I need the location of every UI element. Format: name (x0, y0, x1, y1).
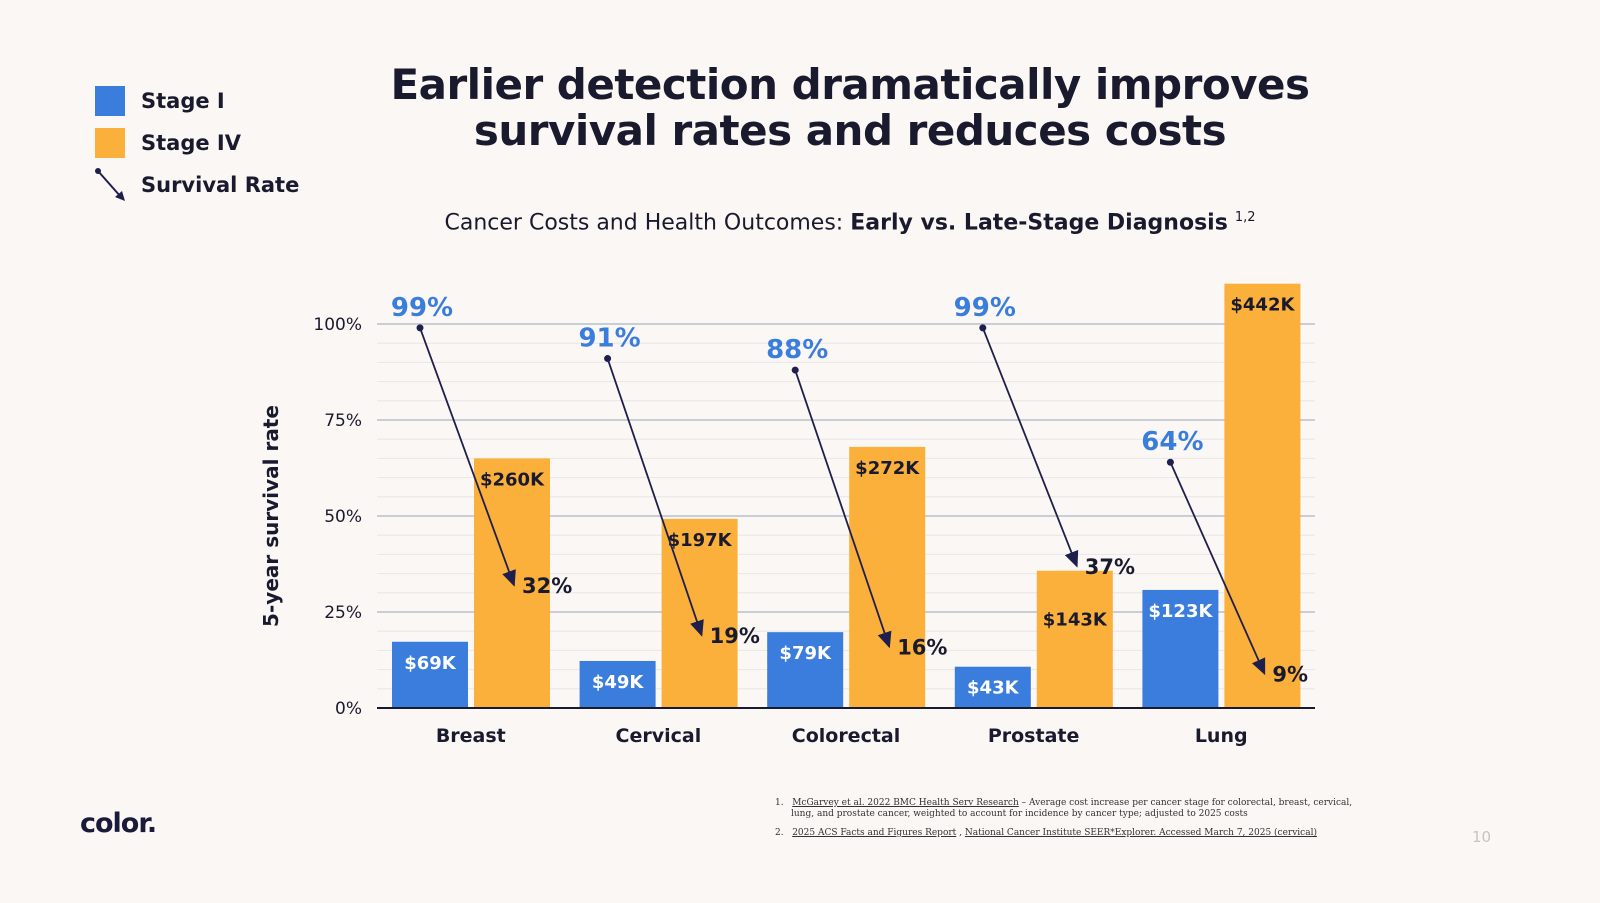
survival-arrow (606, 358, 704, 637)
survival-start-dot (416, 324, 424, 332)
y-axis-label: 5-year survival rate (259, 405, 283, 627)
legend: Stage I Stage IV Survival Rate (95, 80, 299, 206)
survival-stage-4-label: 9% (1272, 662, 1308, 686)
y-tick-label: 100% (313, 315, 362, 335)
subtitle-bold: Early vs. Late-Stage Diagnosis (850, 210, 1228, 236)
survival-start-dot (1166, 458, 1174, 466)
footnote-num: 2. (775, 828, 784, 838)
subtitle-sup: 1,2 (1234, 210, 1256, 225)
survival-stage-1-label: 99% (954, 293, 1016, 323)
legend-label: Stage IV (141, 131, 241, 155)
bar-label-stage-4: $442K (1230, 295, 1295, 316)
stage-1-swatch (95, 86, 125, 116)
survival-stage-4-label: 32% (522, 574, 572, 598)
survival-start-dot (604, 355, 612, 363)
x-tick-label: Breast (436, 725, 506, 747)
bar-label-stage-1: $69K (404, 653, 457, 674)
bar-label-stage-4: $260K (480, 469, 545, 490)
bar-stage-1 (579, 660, 656, 708)
bar-label-stage-1: $43K (967, 678, 1020, 699)
survival-arrow (419, 327, 516, 587)
footnote-sep: , (956, 828, 965, 838)
survival-stage-4-label: 19% (710, 624, 760, 648)
survival-stage-4-label: 37% (1085, 555, 1135, 579)
bar-label-stage-4: $143K (1043, 610, 1108, 631)
survival-stage-1-label: 99% (391, 293, 453, 323)
survival-stage-1-label: 64% (1141, 427, 1203, 457)
y-tick-label: 50% (324, 507, 362, 527)
survival-arrow (981, 327, 1079, 568)
footnote-2: 2. 2025 ACS Facts and Figures Report , N… (775, 828, 1355, 839)
legend-label: Survival Rate (141, 173, 300, 197)
y-tick-label: 0% (335, 699, 362, 719)
legend-stage-1: Stage I (95, 80, 299, 122)
bar-label-stage-4: $272K (855, 458, 920, 479)
survival-start-dot (791, 366, 799, 374)
bar-stage-4 (661, 518, 738, 708)
chart-subtitle: Cancer Costs and Health Outcomes: Early … (380, 210, 1320, 235)
x-tick-label: Lung (1195, 725, 1248, 747)
footnotes: 1. McGarvey et al. 2022 BMC Health Serv … (775, 798, 1355, 847)
bar-stage-1 (392, 641, 468, 708)
bar-stage-4 (849, 446, 926, 708)
y-tick-label: 25% (324, 603, 362, 623)
footnote-link[interactable]: National Cancer Institute SEER*Explorer.… (964, 828, 1317, 838)
title-line-2: survival rates and reduces costs (473, 106, 1227, 155)
bar-stage-1 (767, 632, 844, 708)
legend-stage-4: Stage IV (95, 122, 299, 164)
footnote-1: 1. McGarvey et al. 2022 BMC Health Serv … (775, 798, 1355, 820)
footnote-link[interactable]: McGarvey et al. 2022 BMC Health Serv Res… (792, 798, 1019, 808)
arrow-icon (95, 168, 125, 201)
x-tick-label: Cervical (616, 725, 702, 747)
footnote-text: – Average cost increase per cancer stage… (791, 798, 1353, 819)
footnote-link[interactable]: 2025 ACS Facts and Figures Report (792, 828, 957, 838)
legend-label: Stage I (141, 89, 225, 113)
bar-label-stage-1: $123K (1148, 601, 1213, 622)
legend-survival: Survival Rate (95, 164, 299, 206)
page-number: 10 (1472, 828, 1492, 846)
footnote-num: 1. (775, 798, 784, 808)
survival-stage-4-label: 16% (897, 636, 947, 660)
bar-label-stage-1: $49K (592, 672, 645, 693)
bar-stage-4 (1224, 283, 1301, 708)
bar-stage-1 (1142, 589, 1219, 708)
survival-stage-1-label: 91% (578, 324, 640, 354)
survival-start-dot (979, 324, 987, 332)
survival-arrow (1169, 461, 1266, 676)
survival-stage-1-label: 88% (766, 335, 828, 365)
subtitle-prefix: Cancer Costs and Health Outcomes: (444, 210, 851, 236)
x-tick-label: Colorectal (792, 725, 901, 747)
bar-label-stage-1: $79K (779, 643, 832, 664)
bar-label-stage-4: $197K (668, 530, 733, 551)
bar-stage-4 (1036, 570, 1113, 708)
y-tick-label: 75% (324, 411, 362, 431)
title-line-1: Earlier detection dramatically improves (390, 60, 1310, 109)
stage-4-swatch (95, 128, 125, 158)
x-tick-label: Prostate (988, 725, 1080, 747)
logo: color. (80, 808, 157, 839)
bar-stage-1 (954, 666, 1031, 708)
survival-arrow (794, 369, 892, 649)
page-title: Earlier detection dramatically improves s… (380, 62, 1320, 154)
